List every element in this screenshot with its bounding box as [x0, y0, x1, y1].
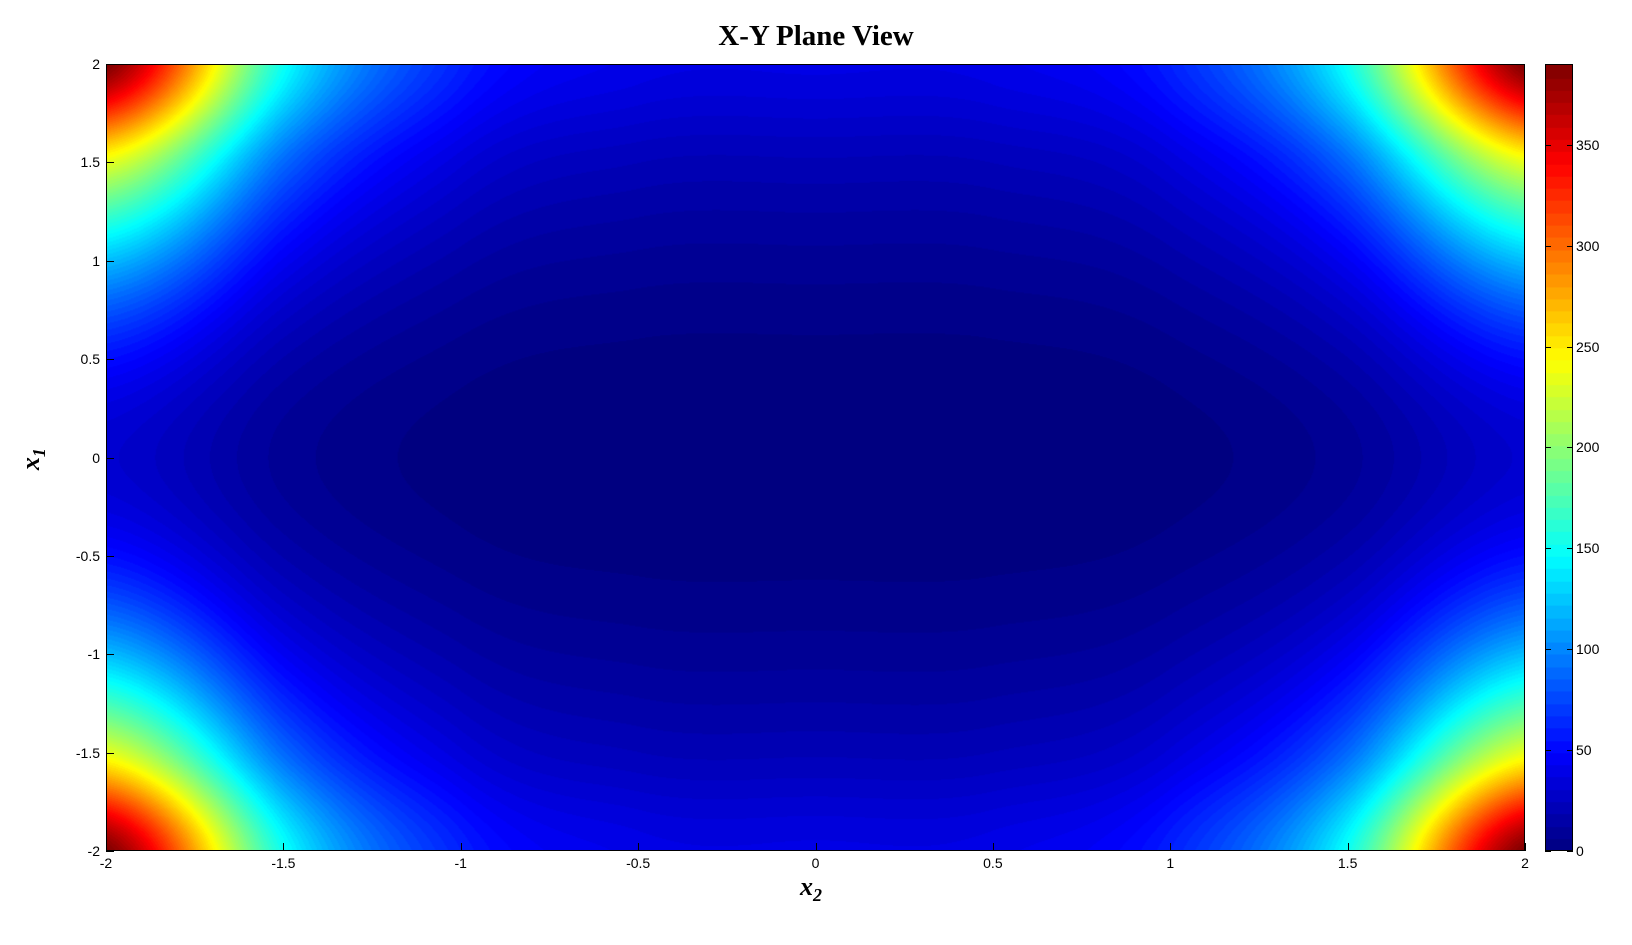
colorbar-tick-label: 350: [1576, 136, 1600, 153]
y-tick-mark: [106, 457, 114, 459]
colorbar-tick-label: 0: [1576, 843, 1584, 859]
x-tick-label: 1.5: [1337, 855, 1358, 871]
heatmap-surface: [106, 64, 1525, 851]
y-tick-label: 0: [92, 449, 100, 466]
colorbar-tick-mark: [1545, 245, 1551, 247]
colorbar-tick-mark: [1545, 750, 1551, 752]
colorbar-tick-label: 150: [1576, 540, 1600, 557]
x-tick-label: -1.5: [271, 855, 296, 871]
y-tick-label: -2: [87, 843, 100, 859]
y-tick-label: -1.5: [75, 744, 100, 761]
y-tick-mark: [106, 555, 114, 557]
y-axis-label: x1: [16, 448, 50, 470]
colorbar-tick-mark: [1567, 144, 1573, 146]
x-axis-label: x2: [800, 872, 822, 906]
x-tick-label: -0.5: [626, 855, 651, 871]
colorbar-tick-mark: [1567, 346, 1573, 348]
colorbar-tick-mark: [1567, 649, 1573, 651]
x-tick-label: 1: [1166, 855, 1175, 871]
colorbar: [1545, 64, 1573, 851]
colorbar-tick-label: 50: [1576, 742, 1592, 759]
y-tick-label: 0.5: [80, 351, 100, 368]
x-tick-label: 0: [811, 855, 820, 871]
x-tick-mark: [460, 843, 462, 851]
y-tick-mark: [106, 260, 114, 262]
x-tick-mark: [992, 843, 994, 851]
colorbar-tick-mark: [1545, 346, 1551, 348]
x-tick-mark: [106, 843, 107, 851]
y-tick-mark: [106, 64, 114, 65]
colorbar-tick-label: 300: [1576, 237, 1600, 254]
colorbar-tick-label: 100: [1576, 641, 1600, 658]
x-axis-label-text: x: [800, 872, 813, 901]
x-tick-label: 0.5: [983, 855, 1003, 871]
y-tick-mark: [106, 851, 114, 852]
colorbar-tick-mark: [1567, 548, 1573, 550]
y-tick-label: -0.5: [75, 547, 100, 564]
colorbar-tick-mark: [1545, 144, 1551, 146]
x-tick-mark: [1347, 843, 1349, 851]
colorbar-tick-mark: [1545, 851, 1551, 852]
x-tick-mark: [638, 843, 640, 851]
colorbar-tick-mark: [1567, 750, 1573, 752]
colorbar-tick-mark: [1567, 851, 1573, 852]
y-tick-label: 2: [92, 56, 100, 72]
y-tick-mark: [106, 654, 114, 656]
colorbar-tick-mark: [1567, 245, 1573, 247]
x-tick-mark: [283, 843, 285, 851]
y-tick-label: 1: [92, 252, 100, 269]
x-tick-mark: [815, 843, 817, 851]
chart-title: X-Y Plane View: [718, 20, 914, 52]
y-tick-mark: [106, 359, 114, 361]
y-axis-label-subscript: 1: [29, 448, 50, 458]
x-tick-mark: [1170, 843, 1172, 851]
colorbar-tick-label: 200: [1576, 439, 1600, 456]
x-tick-label: 2: [1521, 855, 1529, 871]
y-tick-mark: [106, 162, 114, 164]
y-tick-label: -1: [87, 646, 100, 663]
x-tick-label: -1: [454, 855, 467, 871]
x-tick-label: -2: [99, 855, 113, 871]
y-axis-label-text: x: [15, 457, 45, 471]
colorbar-tick-mark: [1545, 548, 1551, 550]
colorbar-tick-label: 250: [1576, 338, 1600, 355]
colorbar-tick-mark: [1567, 447, 1573, 449]
x-axis-label-subscript: 2: [813, 885, 822, 906]
colorbar-tick-mark: [1545, 447, 1551, 449]
y-tick-mark: [106, 752, 114, 754]
x-tick-mark: [1525, 843, 1526, 851]
y-tick-label: 1.5: [80, 154, 100, 171]
colorbar-tick-mark: [1545, 649, 1551, 651]
